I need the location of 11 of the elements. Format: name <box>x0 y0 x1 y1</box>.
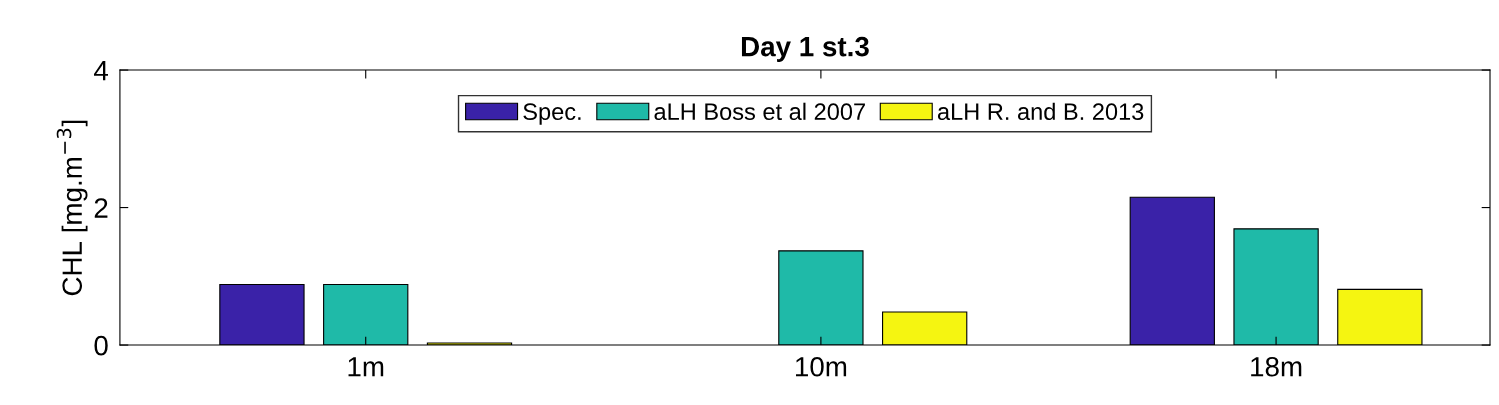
legend-label: aLH Boss et al 2007 <box>654 102 865 121</box>
y-tick-label: 2 <box>94 198 108 218</box>
y-axis-title: CHL [mg.m$^{−3}$] <box>56 120 88 296</box>
legend-label: aLH R. and B. 2013 <box>937 102 1144 121</box>
y-tick-label: 4 <box>94 61 108 81</box>
legend-label: Spec. <box>523 103 581 125</box>
x-tick-label: 1m <box>348 357 384 377</box>
y-tick-label: 0 <box>94 335 108 356</box>
x-tick-label: 10m <box>796 356 847 377</box>
chart-title: Day 1 st.3 <box>741 36 869 62</box>
x-tick-label: 18m <box>1251 356 1302 377</box>
